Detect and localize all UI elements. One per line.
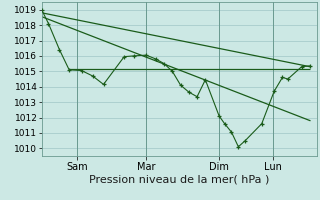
X-axis label: Pression niveau de la mer( hPa ): Pression niveau de la mer( hPa ) bbox=[89, 174, 269, 184]
